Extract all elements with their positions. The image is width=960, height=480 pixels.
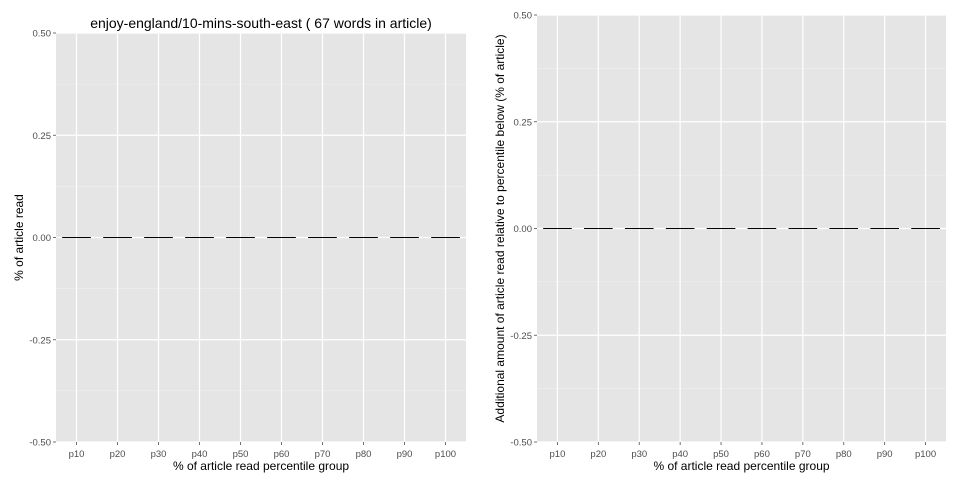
right-bar-p10: [543, 228, 572, 229]
left-y-tick-label: -0.25: [29, 335, 51, 346]
left-y-tick-label: 0.25: [33, 131, 52, 142]
left-chart-title: enjoy-england/10-mins-south-east ( 67 wo…: [90, 15, 432, 31]
left-bar-p40: [185, 237, 214, 238]
left-x-axis-title: % of article read percentile group: [173, 459, 349, 473]
left-y-axis-title: % of article read: [12, 194, 26, 281]
right-y-tick-label: 0.50: [514, 11, 533, 22]
right-x-tick-label-p70: p70: [795, 449, 811, 460]
right-bar-p50: [706, 228, 736, 229]
right-bar-p90: [870, 228, 899, 229]
left-x-tick-label-p60: p60: [274, 449, 290, 460]
right-x-tick-label-p80: p80: [836, 449, 852, 460]
right-bar-p80: [829, 228, 859, 229]
right-bar-p20: [584, 228, 613, 229]
left-bars: [62, 237, 460, 238]
left-bar-p70: [308, 237, 337, 238]
right-y-tick-label: -0.50: [510, 438, 532, 449]
right-bar-p40: [665, 228, 695, 229]
left-y-tick-label: -0.50: [29, 438, 51, 449]
right-x-tick-label-p20: p20: [590, 449, 606, 460]
right-x-axis-ticks: p10 p20 p30 p40 p50 p60 p70 p80 p90 p100: [550, 442, 936, 460]
left-x-tick-label-p70: p70: [315, 449, 331, 460]
left-x-tick-label-p10: p10: [69, 449, 85, 460]
right-x-tick-label-p50: p50: [713, 449, 729, 460]
left-bar-p10: [62, 237, 91, 238]
left-bar-p60: [267, 237, 296, 238]
left-x-tick-label-p30: p30: [151, 449, 167, 460]
left-bar-p80: [349, 237, 378, 238]
right-bar-p70: [788, 228, 818, 229]
left-y-axis-ticks: 0.50 0.25 0.00 -0.25 -0.50: [29, 29, 56, 449]
left-y-tick-label: 0.00: [33, 233, 52, 244]
right-x-axis-title: % of article read percentile group: [653, 459, 829, 473]
right-x-tick-label-p90: p90: [877, 449, 893, 460]
right-x-tick-label-p60: p60: [754, 449, 770, 460]
left-x-tick-label-p80: p80: [356, 449, 372, 460]
left-x-tick-label-p90: p90: [397, 449, 413, 460]
left-x-tick-label-p20: p20: [110, 449, 126, 460]
right-y-axis-title: Additional amount of article read relati…: [493, 34, 507, 422]
right-y-axis-ticks: 0.50 0.25 0.00 -0.25 -0.50: [510, 11, 537, 449]
right-x-tick-label-p30: p30: [631, 449, 647, 460]
left-bar-p50: [226, 237, 255, 238]
right-bar-p100: [911, 228, 940, 229]
left-bar-p30: [144, 237, 173, 238]
right-x-tick-label-p100: p100: [915, 449, 936, 460]
left-chart-panel: 0.50 0.25 0.00 -0.25 -0.50 p10 p20 p30 p40 p50 p6…: [12, 15, 466, 473]
left-x-tick-label-p40: p40: [192, 449, 208, 460]
left-bar-p100: [431, 237, 460, 238]
right-x-tick-label-p40: p40: [672, 449, 688, 460]
left-bar-p20: [103, 237, 132, 238]
left-x-tick-label-p50: p50: [233, 449, 249, 460]
right-chart-panel: 0.50 0.25 0.00 -0.25 -0.50 p10 p20 p30 p40 p50 p6…: [493, 11, 946, 473]
right-bars: [543, 228, 940, 229]
left-y-tick-label: 0.50: [33, 29, 52, 40]
right-y-tick-label: 0.00: [514, 224, 533, 235]
left-bar-p90: [390, 237, 419, 238]
left-x-axis-ticks: p10 p20 p30 p40 p50 p60 p70 p80 p90 p100: [69, 442, 456, 460]
right-x-tick-label-p10: p10: [550, 449, 566, 460]
right-bar-p60: [747, 228, 777, 229]
left-x-tick-label-p100: p100: [435, 449, 456, 460]
right-bar-p30: [624, 228, 654, 229]
right-y-tick-label: -0.25: [510, 331, 532, 342]
right-y-tick-label: 0.25: [514, 117, 533, 128]
